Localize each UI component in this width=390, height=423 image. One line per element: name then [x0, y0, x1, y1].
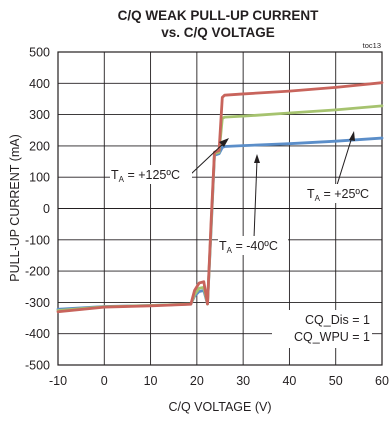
y-tick-label: 300 [29, 108, 50, 122]
y-tick-label: 500 [29, 46, 50, 60]
label-t25: TA = +25ºC [307, 187, 369, 203]
label-tm40-prefix: T [219, 239, 227, 253]
condition-cq-wpu: CQ_WPU = 1 [294, 330, 370, 344]
chart-title-line2: vs. C/Q VOLTAGE [161, 25, 275, 40]
label-t25-prefix: T [307, 187, 315, 201]
grid [58, 52, 382, 365]
condition-cq-dis: CQ_Dis = 1 [305, 313, 370, 327]
label-tm40-sub: A [227, 246, 233, 255]
x-tick-label: 60 [375, 374, 389, 388]
label-bg-125 [110, 165, 192, 184]
x-tick-labels: -10 0 10 20 30 40 50 60 [49, 374, 389, 388]
series-line-m40 [56, 136, 384, 311]
y-tick-label: -500 [25, 359, 50, 373]
chart-title-line1: C/Q WEAK PULL-UP CURRENT [118, 8, 320, 23]
leader-m40-arrowhead [254, 154, 260, 163]
leader-125-arrowhead [219, 138, 229, 147]
y-tick-label: -100 [25, 233, 50, 247]
label-t125: TA = +125ºC [111, 168, 180, 184]
x-tick-label: 20 [190, 374, 204, 388]
label-t125-rest: = +125ºC [124, 168, 180, 182]
y-tick-labels: 500 400 300 200 100 0 -100 -200 -300 -400 -500 [25, 46, 50, 373]
label-bg-25 [306, 184, 378, 203]
label-tm40: TA = -40ºC [219, 239, 278, 255]
label-t25-sub: A [315, 194, 321, 203]
leader-25 [336, 136, 353, 186]
y-tick-label: -400 [25, 327, 50, 341]
figure-tag: toc13 [363, 41, 381, 50]
label-tm40-rest: = -40ºC [232, 239, 278, 253]
x-axis-label: C/Q VOLTAGE (V) [168, 400, 271, 414]
x-tick-label: 10 [144, 374, 158, 388]
x-tick-label: 50 [329, 374, 343, 388]
label-bg-m40 [218, 236, 288, 255]
leader-125 [190, 141, 226, 175]
y-tick-label: 0 [43, 202, 50, 216]
y-axis-label: PULL-UP CURRENT (mA) [8, 134, 22, 281]
y-tick-label: 100 [29, 171, 50, 185]
x-tick-label: 30 [236, 374, 250, 388]
leader-m40 [253, 159, 258, 239]
x-tick-label: 0 [101, 374, 108, 388]
label-t125-prefix: T [111, 168, 119, 182]
label-t25-rest: = +25ºC [320, 187, 369, 201]
label-t125-sub: A [119, 175, 125, 184]
x-tick-label: 40 [282, 374, 296, 388]
y-tick-label: -200 [25, 265, 50, 279]
conditions-bg [272, 310, 372, 348]
series-lines [56, 81, 384, 314]
leader-25-arrowhead [349, 131, 355, 141]
y-tick-label: 200 [29, 139, 50, 153]
y-tick-label: -300 [25, 296, 50, 310]
y-tick-label: 400 [29, 77, 50, 91]
plot-frame [57, 51, 383, 366]
x-tick-label: -10 [49, 374, 67, 388]
series-line-p125 [56, 81, 384, 314]
